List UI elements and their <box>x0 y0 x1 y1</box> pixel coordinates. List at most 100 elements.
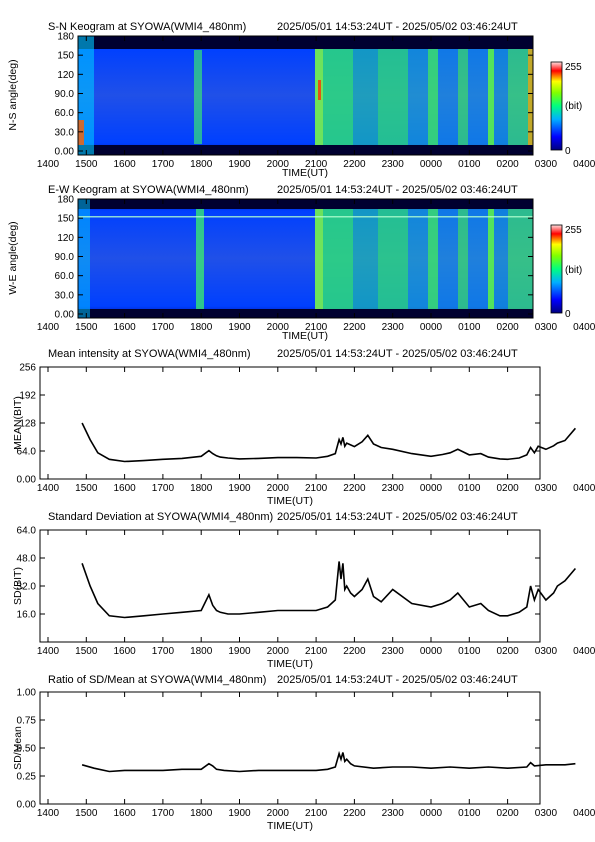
sn-keogram-xlabel: TIME(UT) <box>282 167 328 179</box>
x-tick-label: 2300 <box>382 483 405 494</box>
x-tick-label: 0300 <box>535 483 558 494</box>
sn-colorbar-max: 255 <box>565 62 582 73</box>
x-tick-label: 1500 <box>75 808 98 819</box>
x-tick-label: 2100 <box>305 159 328 170</box>
ew-keogram-frame <box>77 198 534 319</box>
y-tick-label: 180 <box>57 32 74 43</box>
x-tick-label: 0300 <box>535 322 558 333</box>
mean-xlabel: TIME(UT) <box>267 495 313 507</box>
ratio-series-line <box>81 750 576 773</box>
ew-keogram-y-axis: 0.00 30.0 60.0 90.0 120 150 180 <box>55 195 533 321</box>
sn-keogram-frame <box>77 35 534 156</box>
ew-colorbar: 255 (bit) 0 <box>550 224 582 320</box>
x-tick-label: 1500 <box>75 483 98 494</box>
sd-time-range: 2025/05/01 14:53:24UT - 2025/05/02 03:46… <box>277 511 518 523</box>
y-tick-label: 0.00 <box>55 310 75 321</box>
x-tick-label: 0400 <box>573 322 595 333</box>
x-tick-label: 1600 <box>113 483 136 494</box>
x-tick-label: 1600 <box>113 808 136 819</box>
x-tick-label: 0200 <box>496 322 519 333</box>
mean-ylabel: MEAN(BIT) <box>12 396 24 450</box>
x-tick-label: 1800 <box>190 646 213 657</box>
ew-keogram-panel: E-W Keogram at SYOWA(WMI4_480nm) 2025/05… <box>7 184 595 342</box>
y-tick-label: 32.0 <box>17 582 37 593</box>
x-tick-label: 2200 <box>343 808 366 819</box>
x-tick-label: 0400 <box>573 808 595 819</box>
x-tick-label: 2200 <box>343 646 366 657</box>
x-tick-label: 0400 <box>573 159 595 170</box>
x-tick-label: 0200 <box>496 808 519 819</box>
ew-keogram-time-range: 2025/05/01 14:53:24UT - 2025/05/02 03:46… <box>277 184 518 196</box>
y-tick-label: 0.00 <box>55 147 75 158</box>
x-tick-label: 2200 <box>343 322 366 333</box>
y-tick-label: 64.0 <box>17 526 37 537</box>
ew-keogram-x-axis: 1400 1500 1600 1700 1800 1900 2000 2100 2200 2300… <box>37 199 595 333</box>
sn-keogram-panel: S-N Keogram at SYOWA(WMI4_480nm) 2025/05… <box>7 21 595 179</box>
y-tick-label: 0.00 <box>17 800 37 811</box>
x-tick-label: 1700 <box>152 322 175 333</box>
sn-keogram-title: S-N Keogram at SYOWA(WMI4_480nm) <box>48 21 246 33</box>
x-tick-label: 2200 <box>343 159 366 170</box>
y-tick-label: 0.25 <box>17 772 37 783</box>
x-tick-label: 2100 <box>305 322 328 333</box>
sn-keogram-y-axis: 0.00 30.0 60.0 90.0 120 150 180 <box>55 32 533 158</box>
sd-y-axis: 16.0 32.0 48.0 64.0 <box>17 526 540 621</box>
y-tick-label: 64.0 <box>17 447 37 458</box>
ratio-y-axis: 0.00 0.25 0.50 0.75 1.00 <box>17 688 540 811</box>
x-tick-label: 0400 <box>573 483 595 494</box>
sd-panel: Standard Deviation at SYOWA(WMI4_480nm) … <box>12 511 595 670</box>
x-tick-label: 2100 <box>305 808 328 819</box>
x-tick-label: 1700 <box>152 646 175 657</box>
x-tick-label: 0100 <box>458 322 481 333</box>
x-tick-label: 1700 <box>152 159 175 170</box>
x-tick-label: 0000 <box>420 646 443 657</box>
x-tick-label: 2300 <box>382 159 405 170</box>
x-tick-label: 1700 <box>152 808 175 819</box>
y-tick-label: 120 <box>57 70 74 81</box>
sd-frame <box>39 529 541 643</box>
x-tick-label: 0100 <box>458 483 481 494</box>
sn-keogram-ylabel: N-S angle(deg) <box>7 59 19 130</box>
x-tick-label: 2000 <box>267 322 290 333</box>
x-tick-label: 1600 <box>113 646 136 657</box>
x-tick-label: 2100 <box>305 483 328 494</box>
mean-title: Mean intensity at SYOWA(WMI4_480nm) <box>48 348 251 360</box>
ew-keogram-xlabel: TIME(UT) <box>282 330 328 342</box>
mean-y-axis: 0.00 64.0 128 192 256 <box>17 363 540 486</box>
x-tick-label: 0000 <box>420 159 443 170</box>
ew-colorbar-unit: (bit) <box>565 265 582 276</box>
y-tick-label: 256 <box>19 363 36 374</box>
x-tick-label: 1400 <box>37 159 60 170</box>
ew-colorbar-max: 255 <box>565 225 582 236</box>
x-tick-label: 1900 <box>228 808 251 819</box>
x-tick-label: 2000 <box>267 483 290 494</box>
x-tick-label: 2000 <box>267 159 290 170</box>
x-tick-label: 1400 <box>37 808 60 819</box>
x-tick-label: 1500 <box>75 322 98 333</box>
sd-xlabel: TIME(UT) <box>267 658 313 670</box>
y-tick-label: 180 <box>57 195 74 206</box>
y-tick-label: 60.0 <box>55 108 75 119</box>
y-tick-label: 150 <box>57 214 74 225</box>
x-tick-label: 1400 <box>37 322 60 333</box>
x-tick-label: 1700 <box>152 483 175 494</box>
ew-keogram-title: E-W Keogram at SYOWA(WMI4_480nm) <box>48 184 249 196</box>
y-tick-label: 90.0 <box>55 89 75 100</box>
x-tick-label: 1800 <box>190 483 213 494</box>
x-tick-label: 2300 <box>382 322 405 333</box>
x-tick-label: 1900 <box>228 483 251 494</box>
x-tick-label: 1900 <box>228 646 251 657</box>
ratio-time-range: 2025/05/01 14:53:24UT - 2025/05/02 03:46… <box>277 674 518 686</box>
ew-keogram-image <box>78 199 533 318</box>
y-tick-label: 0.00 <box>17 475 37 486</box>
x-tick-label: 0400 <box>573 646 595 657</box>
x-tick-label: 0200 <box>496 483 519 494</box>
sn-colorbar-min: 0 <box>565 146 571 157</box>
y-tick-label: 30.0 <box>55 290 75 301</box>
x-tick-label: 1500 <box>75 159 98 170</box>
x-tick-label: 0000 <box>420 808 443 819</box>
y-tick-label: 128 <box>19 419 36 430</box>
y-tick-label: 0.75 <box>17 716 37 727</box>
x-tick-label: 2300 <box>382 646 405 657</box>
